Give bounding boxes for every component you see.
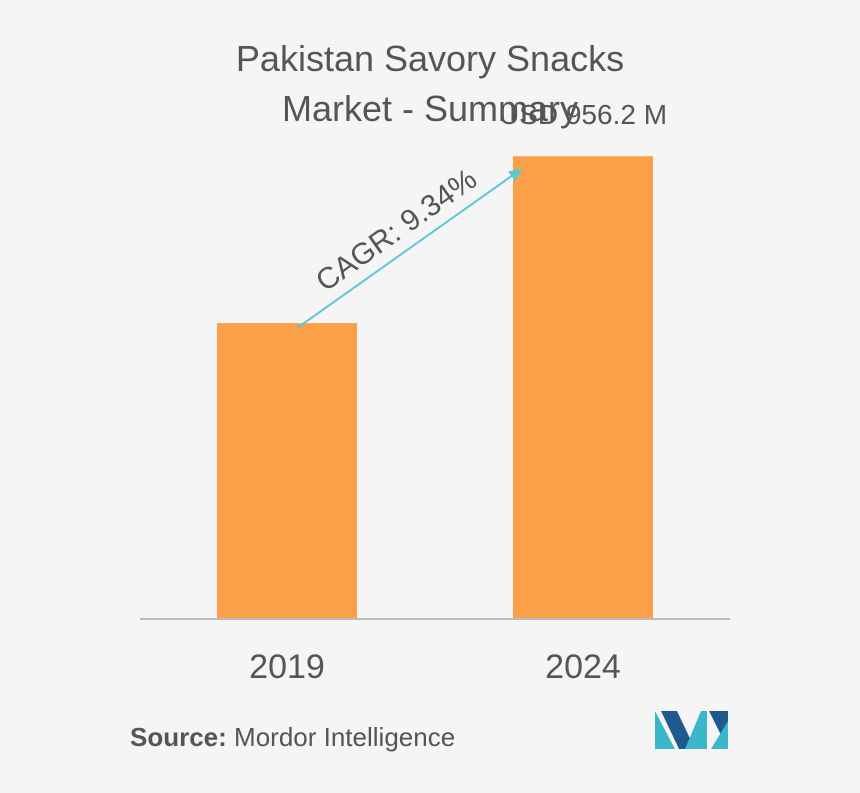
chart-title-line-1: Pakistan Savory Snacks	[235, 38, 625, 79]
source-note: Source: Mordor Intelligence	[130, 722, 455, 753]
x-tick-label-2024: 2024	[545, 648, 621, 686]
bar-2024	[513, 156, 653, 619]
source-label: Source:	[130, 722, 227, 752]
data-label-2024: USD 956.2 M	[499, 99, 667, 130]
cagr-annotation: CAGR: 9.34%	[310, 163, 483, 299]
source-text: Mordor Intelligence	[234, 722, 456, 752]
chart-title: Pakistan Savory Snacks Market - Summary	[0, 34, 860, 134]
x-tick-label-2019: 2019	[249, 648, 325, 686]
cagr-arrow-head-icon	[508, 168, 523, 182]
mordor-intelligence-logo-icon	[655, 711, 728, 749]
chart-title-line-2: Market - Summary	[281, 88, 579, 129]
bar-2019	[217, 323, 357, 619]
cagr-arrow-line	[296, 171, 518, 329]
